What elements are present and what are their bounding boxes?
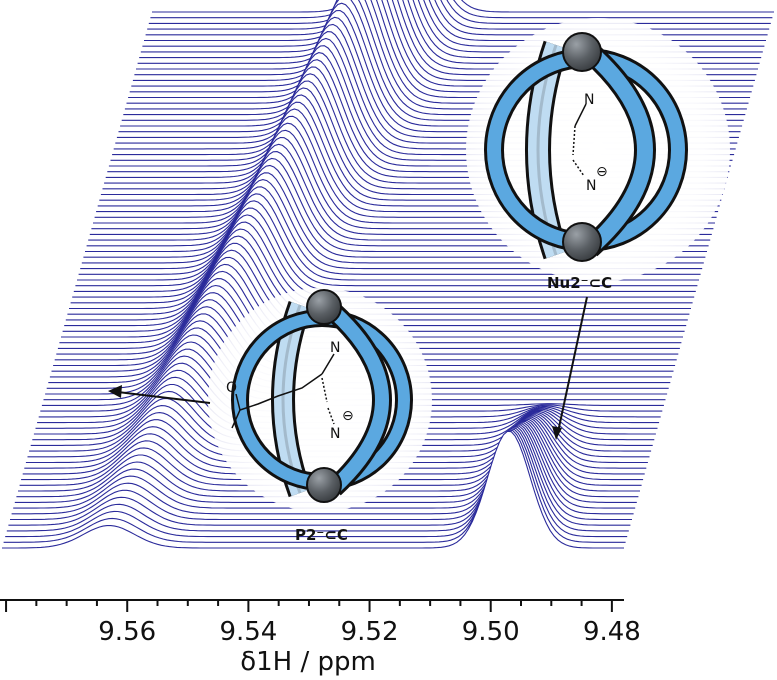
bead-bottom-lower-icon	[306, 467, 342, 503]
atom-n-lower-lower: N	[330, 426, 340, 442]
spectrum-trace	[2, 430, 624, 549]
spectrum-trace	[148, 0, 771, 24]
x-axis-title: δ1H / ppm	[240, 647, 376, 677]
spectrum-trace	[150, 0, 773, 19]
macrocycle-right-ring	[584, 46, 653, 254]
atom-n-upper: N	[584, 92, 594, 108]
spectrum-trace	[152, 0, 774, 13]
x-tick-label: 9.50	[462, 617, 520, 647]
complex-p2-inset: O N N ⊖ P2⁻⊂C	[108, 288, 432, 544]
atom-n-lower: N	[586, 178, 596, 194]
macrocycle-right-ring-lower	[329, 306, 389, 494]
x-axis: 9.56 9.54 9.52 9.50 9.48	[0, 599, 641, 647]
atom-n-upper-lower: N	[330, 340, 340, 356]
atom-o: O	[226, 380, 237, 396]
spectrum-trace	[145, 0, 768, 36]
x-tick-label: 9.54	[219, 617, 277, 647]
bead-top-icon	[562, 32, 602, 72]
label-p2-complex: P2⁻⊂C	[295, 526, 348, 544]
arrow-nu2-head-icon	[552, 426, 562, 440]
x-tick-label: 9.52	[341, 617, 399, 647]
spectrum-trace	[147, 0, 770, 30]
bead-bottom-icon	[562, 222, 602, 262]
bead-top-lower-icon	[306, 289, 342, 325]
arrow-p2-line	[117, 391, 211, 404]
arrow-nu2-line	[557, 296, 588, 433]
x-tick-label: 9.48	[583, 617, 641, 647]
charge-minus-lower-icon: ⊖	[342, 408, 354, 424]
arrow-p2-head-icon	[108, 385, 122, 398]
p2-guest-molecule	[231, 353, 335, 429]
nu2-guest-molecule	[572, 103, 587, 177]
complex-nu2-inset: N N ⊖ Nu2⁻⊂C	[466, 18, 730, 440]
spectra-traces	[2, 0, 774, 549]
x-tick-label: 9.56	[98, 617, 156, 647]
charge-minus-icon: ⊖	[596, 164, 608, 180]
label-nu2-complex: Nu2⁻⊂C	[547, 274, 612, 292]
